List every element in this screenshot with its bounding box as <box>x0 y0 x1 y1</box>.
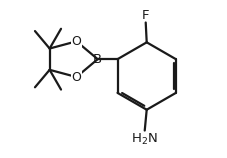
Text: O: O <box>72 35 81 48</box>
Text: B: B <box>93 53 102 66</box>
Text: H$_2$N: H$_2$N <box>131 131 158 147</box>
Text: O: O <box>72 70 81 84</box>
Text: F: F <box>142 9 149 21</box>
